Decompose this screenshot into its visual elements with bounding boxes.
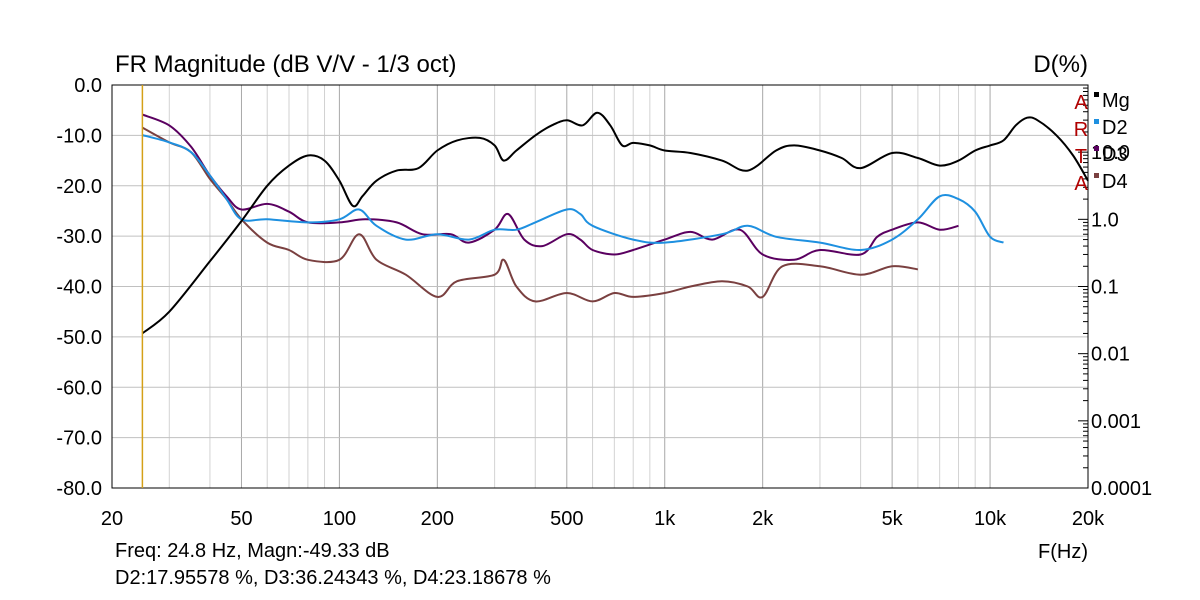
y-tick-label: -30.0 [56,226,102,248]
series-lines [141,111,1089,335]
x-tick-label: 200 [421,508,454,530]
x-tick-label: 2k [752,508,774,530]
y-tick-label: -80.0 [56,478,102,500]
y2-tick-label: 0.001 [1091,411,1141,433]
legend-label: Mg [1102,90,1130,112]
legend-tag: A [1074,173,1088,195]
y-tick-label: -60.0 [56,377,102,399]
x-tick-label: 100 [323,508,356,530]
x-tick-labels: 20 50 100 200 500 1k 2k 5k 10k 20k [101,508,1105,530]
y2-tick-label: 1.0 [1091,209,1119,231]
y-tick-label: -40.0 [56,277,102,299]
legend-tag: A [1074,92,1088,114]
x-tick-label: 1k [654,508,676,530]
legend-swatch [1094,92,1099,97]
y-tick-label: -50.0 [56,327,102,349]
y2-tick-label: 0.01 [1091,344,1130,366]
x-tick-label: 500 [550,508,583,530]
x-tick-label: 50 [230,508,252,530]
legend: A Mg R D2 T D3 A D4 [1074,90,1130,195]
legend-tag: R [1074,119,1088,141]
legend-swatch [1094,146,1099,151]
legend-label: D3 [1102,144,1128,166]
series-line-mg [141,111,1089,335]
legend-label: D4 [1102,171,1128,193]
x-tick-label: 20 [101,508,123,530]
x-tick-label: 5k [882,508,904,530]
y-tick-label: 0.0 [74,75,102,97]
legend-swatch [1094,119,1099,124]
plot-frame [111,84,1089,489]
chart-title: FR Magnitude (dB V/V - 1/3 oct) [115,51,456,78]
right-axis-title: D(%) [1033,51,1088,78]
series-line-d2 [142,134,1004,252]
grid [111,84,1089,489]
cursor-readout-line2: D2:17.95578 %, D3:36.24343 %, D4:23.1867… [115,567,551,589]
y2-tick-labels: 10.0 1.0 0.1 0.01 0.001 0.0001 [1091,142,1152,500]
y2-tick-label: 0.1 [1091,277,1119,299]
legend-swatch [1094,173,1099,178]
legend-label: D2 [1102,117,1128,139]
y-tick-label: -10.0 [56,125,102,147]
y-tick-labels: 0.0 -10.0 -20.0 -30.0 -40.0 -50.0 -60.0 -70.0 -8… [56,75,102,500]
legend-tag: T [1075,146,1087,168]
series-line-d3 [142,113,959,261]
y2-tick-label: 0.0001 [1091,478,1152,500]
x-tick-label: 10k [974,508,1007,530]
y2-tick-label: 10.0 [1091,142,1130,164]
y-tick-label: -70.0 [56,428,102,450]
series-line-d4 [141,126,919,303]
x-tick-label: 20k [1072,508,1105,530]
cursor-readout-line1: Freq: 24.8 Hz, Magn:-49.33 dB [115,540,390,562]
x-axis-label: F(Hz) [1038,541,1088,563]
y-tick-label: -20.0 [56,176,102,198]
